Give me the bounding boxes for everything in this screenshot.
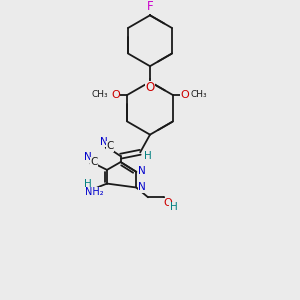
- Text: NH₂: NH₂: [85, 188, 104, 197]
- Text: CH₃: CH₃: [92, 90, 108, 99]
- Text: O: O: [111, 90, 120, 100]
- Text: CH₃: CH₃: [191, 90, 208, 99]
- Text: O: O: [180, 90, 189, 100]
- Text: N: N: [138, 182, 146, 193]
- Text: N: N: [138, 166, 146, 176]
- Text: H: H: [169, 202, 177, 212]
- Text: H: H: [83, 178, 91, 189]
- Text: N: N: [85, 152, 92, 162]
- Text: C: C: [91, 157, 98, 167]
- Text: O: O: [163, 198, 172, 208]
- Text: H: H: [144, 151, 152, 161]
- Text: N: N: [100, 136, 108, 146]
- Text: C: C: [106, 141, 114, 152]
- Text: F: F: [147, 0, 153, 13]
- Text: O: O: [146, 81, 154, 94]
